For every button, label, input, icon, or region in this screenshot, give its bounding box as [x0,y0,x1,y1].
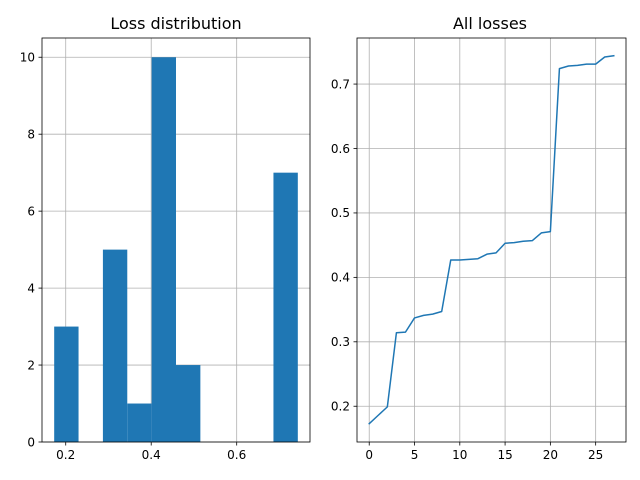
line-panel: All losses 0 5 10 15 20 25 0.2 0.3 0.4 0.5 0.6 0.7 [331,14,627,462]
histogram-title: Loss distribution [110,14,241,33]
y-tick-label: 10 [20,51,35,65]
x-tick-label: 25 [588,448,603,462]
y-tick-label: 8 [27,127,35,141]
y-tick-label: 0.6 [331,142,350,156]
histogram-bar [54,326,79,442]
loss-line-series [368,54,615,425]
y-tick-label: 0.7 [331,77,350,91]
x-tick-label: 15 [497,448,512,462]
y-tick-label: 2 [27,358,35,372]
x-tick-label: 10 [452,448,467,462]
x-tick-label: 0.6 [227,448,246,462]
y-tick-label: 4 [27,281,35,295]
histogram-bar [102,249,128,442]
x-tick-label: 0 [365,448,373,462]
y-tick-label: 6 [27,204,35,218]
histogram-bar [176,365,201,442]
y-tick-label: 0 [27,435,35,449]
axes-frame [356,37,627,443]
y-tick-label: 0.4 [331,271,350,285]
y-tick-label: 0.3 [331,335,350,349]
histogram-panel: Loss distribution 0.2 0.4 0.6 0 2 4 6 8 10 [20,14,311,462]
x-tick-label: 0.2 [56,448,75,462]
axes-frame [41,37,311,443]
x-tick-label: 0.4 [142,448,161,462]
y-tick-label: 0.2 [331,400,350,414]
histogram-bar [273,172,298,442]
histogram-bar [151,57,176,442]
x-tick-label: 5 [411,448,419,462]
line-chart-title: All losses [453,14,527,33]
x-tick-label: 20 [543,448,558,462]
histogram-bar [127,403,152,442]
y-tick-label: 0.5 [331,206,350,220]
